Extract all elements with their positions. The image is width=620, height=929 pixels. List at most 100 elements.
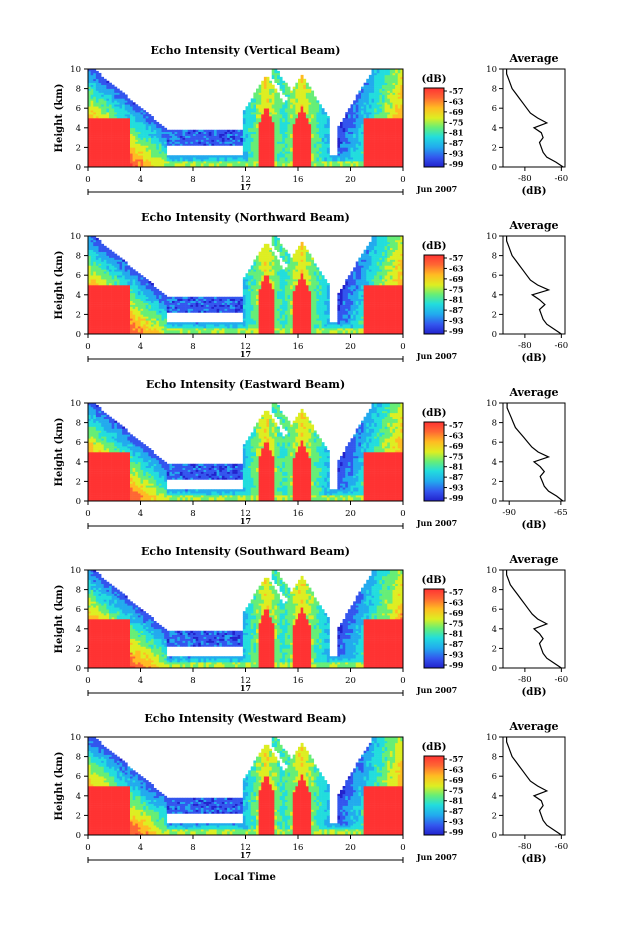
heatmap-cell xyxy=(109,112,112,114)
heatmap-cell xyxy=(127,114,130,116)
heatmap-cell xyxy=(256,132,259,134)
heatmap-cell xyxy=(143,153,146,155)
heatmap-cell xyxy=(248,157,251,159)
heatmap-cell xyxy=(348,132,351,134)
heatmap-cell xyxy=(211,159,214,161)
heatmap-cell xyxy=(303,157,306,159)
heatmap-cell xyxy=(148,307,151,309)
heatmap-cell xyxy=(143,118,146,120)
heatmap-cell xyxy=(106,130,109,132)
heatmap-cell xyxy=(327,132,330,134)
heatmap-cell xyxy=(301,132,304,134)
heatmap-cell xyxy=(393,108,396,110)
heatmap-cell xyxy=(106,110,109,112)
heatmap-cell xyxy=(272,75,275,77)
heatmap-cell xyxy=(117,299,120,301)
heatmap-cell xyxy=(269,155,272,157)
heatmap-cell xyxy=(288,138,291,140)
heatmap-cell xyxy=(159,136,162,138)
heatmap-cell xyxy=(285,153,288,155)
heatmap-cell xyxy=(309,124,312,126)
heatmap-cell xyxy=(91,145,94,147)
heatmap-cell xyxy=(206,163,209,165)
heatmap-cell xyxy=(345,128,348,130)
heatmap-cell xyxy=(120,318,123,320)
heatmap-cell xyxy=(148,157,151,159)
heatmap-cell xyxy=(96,118,99,120)
heatmap-cell xyxy=(248,122,251,124)
heatmap-cell xyxy=(269,151,272,153)
heatmap-cell xyxy=(141,303,144,305)
heatmap-cell xyxy=(120,316,123,318)
heatmap-cell xyxy=(93,320,96,322)
heatmap-cell xyxy=(96,271,99,273)
heatmap-cell xyxy=(261,110,264,112)
heatmap-cell xyxy=(104,279,107,281)
heatmap-cell xyxy=(343,120,346,122)
heatmap-cell xyxy=(99,118,102,120)
heatmap-cell xyxy=(387,96,390,98)
heatmap-cell xyxy=(112,93,115,95)
heatmap-cell xyxy=(348,145,351,147)
heatmap-cell xyxy=(387,151,390,153)
heatmap-cell xyxy=(306,89,309,91)
heatmap-cell xyxy=(253,120,256,122)
heatmap-cell xyxy=(251,126,254,128)
heatmap-cell xyxy=(114,159,117,161)
heatmap-cell xyxy=(130,295,133,297)
heatmap-cell xyxy=(117,140,120,142)
heatmap-cell xyxy=(314,130,317,132)
heatmap-cell xyxy=(319,157,322,159)
heatmap-cell xyxy=(141,140,144,142)
heatmap-cell xyxy=(351,138,354,140)
heatmap-cell xyxy=(104,128,107,130)
heatmap-cell xyxy=(269,94,272,96)
heatmap-cell xyxy=(290,96,293,98)
heatmap-cell xyxy=(267,83,270,85)
heatmap-cell xyxy=(269,153,272,155)
heatmap-cell xyxy=(309,157,312,159)
heatmap-cell xyxy=(306,140,309,142)
heatmap-cell xyxy=(120,112,123,114)
heatmap-cell xyxy=(358,151,361,153)
heatmap-cell xyxy=(374,79,377,81)
heatmap-cell xyxy=(135,314,138,316)
heatmap-cell xyxy=(180,143,183,145)
heatmap-cell xyxy=(125,151,128,153)
heatmap-cell xyxy=(267,93,270,95)
heatmap-cell xyxy=(120,303,123,305)
heatmap-cell xyxy=(311,159,314,161)
heatmap-cell xyxy=(356,143,359,145)
heatmap-cell xyxy=(162,128,165,130)
heatmap-cell xyxy=(125,283,128,285)
heatmap-cell xyxy=(91,248,94,250)
heatmap-cell xyxy=(135,287,138,289)
heatmap-cell xyxy=(387,124,390,126)
heatmap-cell xyxy=(219,142,222,144)
heatmap-cell xyxy=(390,140,393,142)
heatmap-cell xyxy=(311,114,314,116)
heatmap-cell xyxy=(135,132,138,134)
heatmap-cell xyxy=(267,151,270,153)
heatmap-cell xyxy=(356,114,359,116)
heatmap-cell xyxy=(358,147,361,149)
heatmap-cell xyxy=(133,126,136,128)
heatmap-cell xyxy=(156,303,159,305)
heatmap-cell xyxy=(259,112,262,114)
heatmap-cell xyxy=(146,303,149,305)
heatmap-cell xyxy=(99,279,102,281)
heatmap-cell xyxy=(345,145,348,147)
heatmap-cell xyxy=(198,161,201,163)
heatmap-cell xyxy=(251,140,254,142)
heatmap-cell xyxy=(387,77,390,79)
heatmap-cell xyxy=(379,71,382,73)
heatmap-cell xyxy=(135,136,138,138)
heatmap-cell xyxy=(106,303,109,305)
heatmap-cell xyxy=(295,87,298,89)
heatmap-cell xyxy=(316,110,319,112)
heatmap-cell xyxy=(117,112,120,114)
heatmap-cell xyxy=(130,110,133,112)
heatmap-cell xyxy=(235,136,238,138)
heatmap-cell xyxy=(185,155,188,157)
heatmap-cell xyxy=(138,320,141,322)
